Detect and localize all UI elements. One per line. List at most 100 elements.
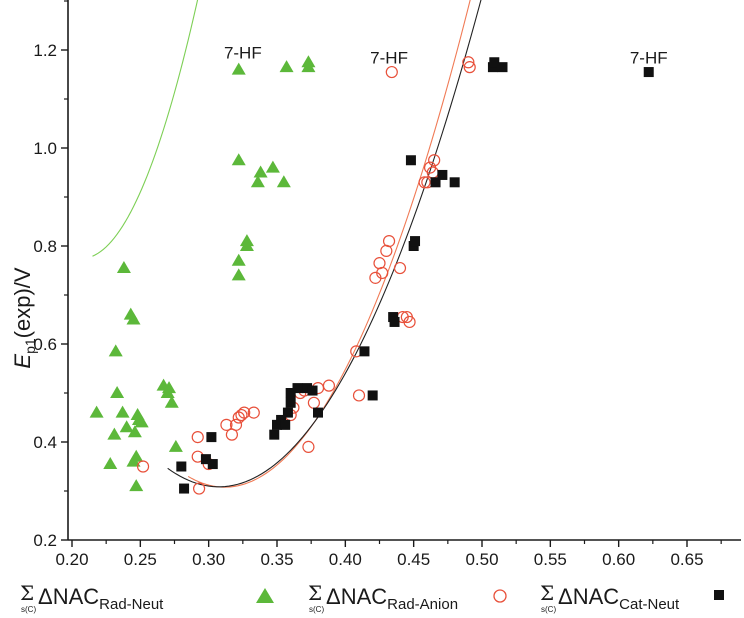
x-tick-label: 0.60 xyxy=(602,550,635,569)
y-tick-label: 0.6 xyxy=(33,335,57,354)
data-point-rad-neut xyxy=(134,415,149,428)
data-point-rad-anion xyxy=(403,315,416,329)
legend-marker-triangle xyxy=(256,588,274,603)
data-point-rad-anion xyxy=(463,61,476,74)
data-point-rad-neut xyxy=(110,386,125,398)
legend-entry-cat-neut: Σ s(C) ΔNACCat-Neut xyxy=(540,581,724,614)
data-point-rad-neut xyxy=(253,165,268,178)
x-tick-label: 0.50 xyxy=(465,550,498,569)
legend-sigma-3: Σ xyxy=(540,581,554,605)
data-point-rad-anion xyxy=(385,65,398,79)
data-point-rad-anion xyxy=(238,406,251,419)
data-point-rad-anion xyxy=(302,440,315,453)
data-point-rad-neut xyxy=(116,261,131,274)
data-point-cat-neut xyxy=(302,383,313,394)
data-point-rad-neut xyxy=(265,160,280,173)
x-tick-label: 0.35 xyxy=(260,550,293,569)
data-point-cat-neut xyxy=(389,316,400,327)
data-point-cat-neut xyxy=(643,67,654,78)
data-point-cat-neut xyxy=(437,169,448,180)
data-point-rad-neut xyxy=(126,312,141,325)
legend-entry-rad-neut: Σ s(C) ΔNACRad-Neut xyxy=(20,581,274,614)
data-point-cat-neut xyxy=(449,177,460,188)
fit-line-rad-anion xyxy=(187,0,471,488)
data-point-rad-anion xyxy=(376,266,389,280)
fit-line-rad-neut xyxy=(92,0,199,257)
annotation-label: 7-HF xyxy=(224,43,262,62)
annotations: 7-HF 7-HF 7-HF xyxy=(224,43,668,67)
data-point-cat-neut xyxy=(489,57,500,68)
data-point-rad-neut xyxy=(250,175,265,188)
data-point-cat-neut xyxy=(285,397,296,408)
x-tick-label: 0.45 xyxy=(397,550,430,569)
data-point-rad-anion xyxy=(235,408,248,422)
data-point-rad-neut xyxy=(164,395,179,408)
data-point-rad-neut xyxy=(301,55,316,68)
data-point-cat-neut xyxy=(405,155,416,166)
legend-label-1: ΔNACRad-Neut xyxy=(38,584,164,613)
annotation-label: 7-HF xyxy=(630,48,668,67)
data-point-rad-anion xyxy=(220,418,233,431)
y-tick-label: 0.8 xyxy=(33,237,57,256)
data-point-rad-anion xyxy=(352,389,366,402)
legend-sigma-2: Σ xyxy=(308,581,322,605)
data-point-cat-neut xyxy=(410,236,421,247)
legend-label-3: ΔNACCat-Neut xyxy=(558,584,680,613)
x-tick-label: 0.55 xyxy=(534,550,567,569)
data-points xyxy=(89,55,654,495)
x-tick-label: 0.40 xyxy=(329,550,362,569)
annotation-label: 7-HF xyxy=(370,48,408,67)
data-point-cat-neut xyxy=(430,177,441,188)
data-point-rad-neut xyxy=(129,449,144,462)
legend-sigma-sub-3: s(C) xyxy=(541,605,556,614)
x-tick-label: 0.30 xyxy=(192,550,225,569)
data-point-cat-neut xyxy=(200,454,211,465)
data-point-rad-neut xyxy=(89,405,104,418)
legend-sigma-1: Σ xyxy=(20,581,34,605)
data-point-cat-neut xyxy=(206,432,217,443)
y-tick-label: 1.0 xyxy=(33,139,57,158)
data-point-rad-anion xyxy=(307,396,320,409)
fit-lines xyxy=(92,0,482,488)
y-axis: 0.2 0.4 0.6 0.8 1.0 1.2 xyxy=(33,0,69,550)
data-point-cat-neut xyxy=(179,483,190,494)
data-point-rad-anion xyxy=(191,431,204,444)
y-tick-label: 1.2 xyxy=(33,41,57,60)
data-point-cat-neut xyxy=(359,346,370,357)
data-point-rad-neut xyxy=(107,427,122,440)
data-point-rad-anion xyxy=(382,235,396,248)
y-tick-label: 0.2 xyxy=(33,531,57,550)
data-point-rad-neut xyxy=(119,420,134,433)
data-point-cat-neut xyxy=(282,407,293,418)
y-tick-label: 0.4 xyxy=(33,433,57,452)
legend-label-2: ΔNACRad-Anion xyxy=(326,584,458,613)
data-point-rad-neut xyxy=(162,381,177,394)
data-point-rad-neut xyxy=(276,175,291,188)
y-axis-label: Ep1(exp)/V xyxy=(10,267,38,369)
data-point-cat-neut xyxy=(292,383,303,394)
data-point-rad-anion xyxy=(229,418,243,431)
data-point-rad-neut xyxy=(231,253,246,266)
data-point-rad-anion xyxy=(418,176,431,189)
data-point-rad-anion xyxy=(393,261,407,275)
data-point-cat-neut xyxy=(207,459,218,470)
legend-sigma-sub-2: s(C) xyxy=(309,605,324,614)
data-point-cat-neut xyxy=(269,429,280,440)
data-point-rad-neut xyxy=(103,457,118,470)
x-tick-label: 0.25 xyxy=(124,550,157,569)
fit-line-cat-neut xyxy=(167,0,482,488)
data-point-rad-anion xyxy=(428,154,441,167)
data-point-cat-neut xyxy=(367,390,378,401)
data-point-rad-anion xyxy=(462,56,475,69)
data-point-cat-neut xyxy=(313,407,323,418)
data-point-rad-neut xyxy=(231,268,246,281)
x-tick-label: 0.20 xyxy=(55,550,88,569)
data-point-cat-neut xyxy=(176,461,187,472)
data-point-rad-neut xyxy=(168,439,183,452)
legend-entry-rad-anion: Σ s(C) ΔNACRad-Anion xyxy=(308,581,507,614)
data-point-rad-neut xyxy=(129,479,144,492)
data-point-rad-neut xyxy=(231,153,246,166)
data-point-rad-anion xyxy=(136,460,150,473)
legend-marker-circle xyxy=(493,589,507,603)
data-point-rad-neut xyxy=(279,60,294,73)
